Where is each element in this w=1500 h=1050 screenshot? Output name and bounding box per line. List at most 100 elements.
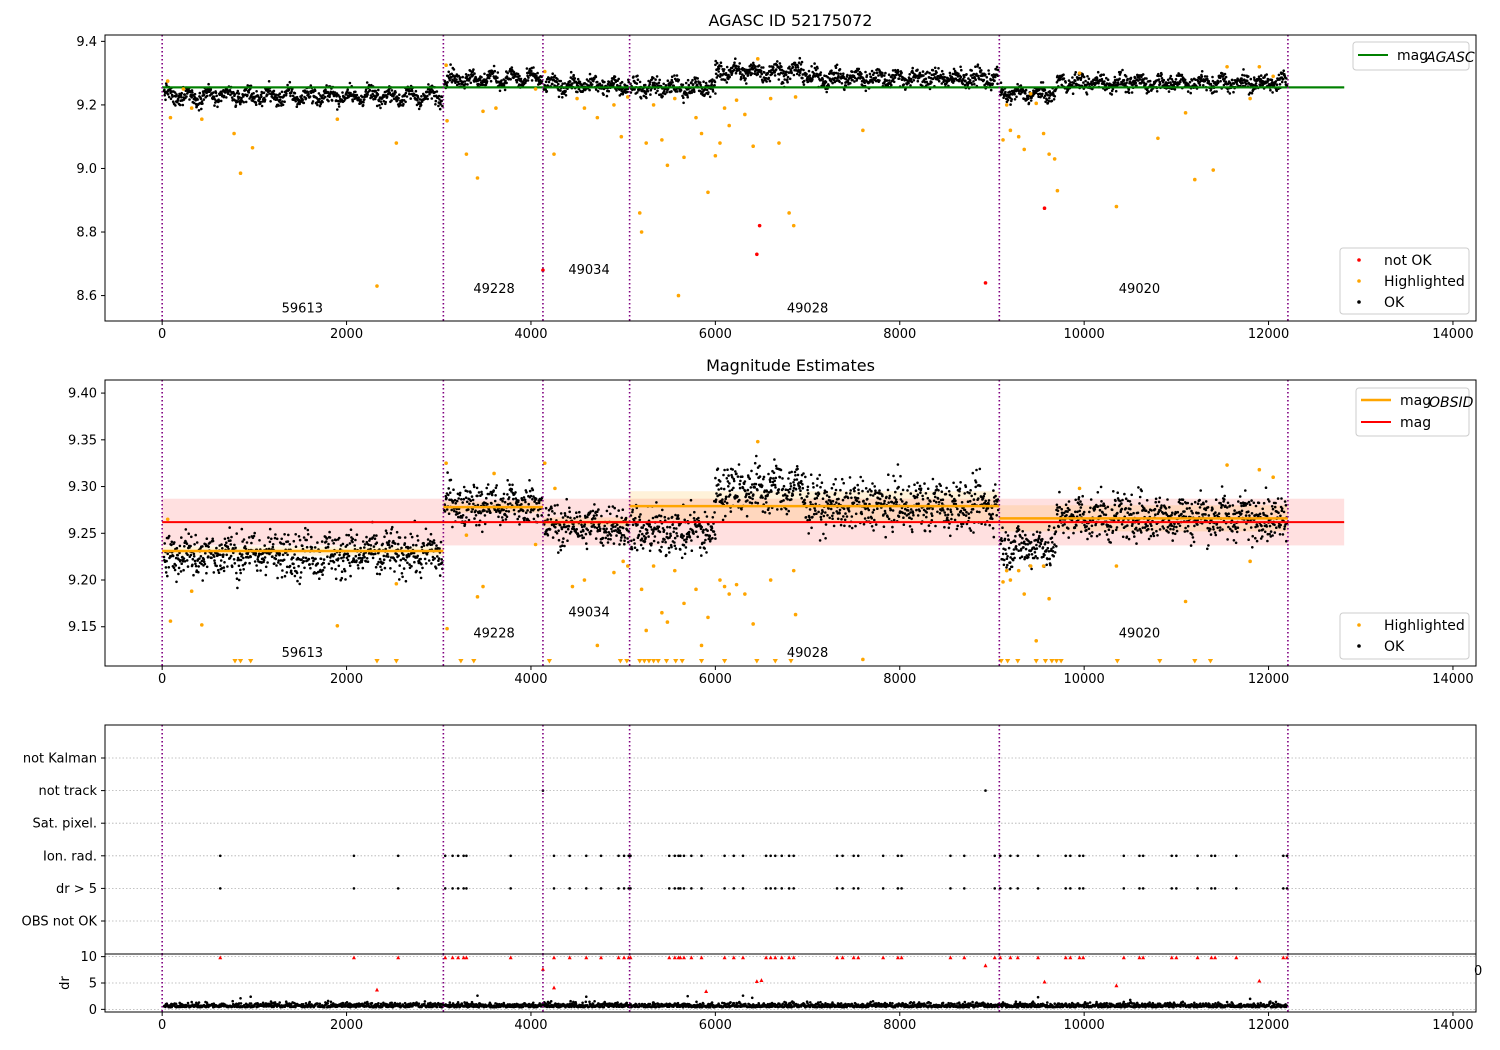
ok-point: [374, 89, 378, 93]
ok-point: [183, 545, 186, 548]
ok-point: [266, 93, 269, 97]
ok-point: [465, 500, 469, 504]
ok-point: [838, 508, 842, 512]
ok-point: [559, 548, 563, 552]
ok-point: [890, 75, 893, 79]
ok-point: [824, 80, 828, 84]
ok-point: [213, 559, 216, 562]
ok-point: [366, 560, 370, 563]
ok-point: [197, 565, 200, 568]
ok-point: [787, 477, 790, 480]
ok-point: [1170, 78, 1174, 81]
ok-point: [685, 537, 688, 541]
ok-point: [416, 539, 420, 542]
ok-point: [785, 70, 788, 74]
ok-point: [415, 543, 418, 547]
ok-point: [679, 548, 682, 551]
ok-point: [190, 535, 193, 539]
highlighted-point: [1248, 96, 1252, 101]
ok-point: [594, 88, 598, 91]
ok-point: [641, 532, 644, 536]
ok-point: [561, 82, 564, 85]
ok-point: [547, 513, 550, 517]
ok-point: [375, 572, 379, 576]
ok-point: [810, 526, 813, 530]
ok-point: [446, 81, 449, 84]
ok-point: [622, 534, 626, 537]
ok-point: [963, 83, 967, 87]
ok-point: [414, 89, 418, 93]
ok-point: [818, 473, 821, 477]
ok-point: [1084, 79, 1087, 83]
highlighted-point: [168, 115, 173, 120]
ok-point: [210, 556, 213, 560]
ok-point: [793, 61, 797, 65]
ok-point: [555, 531, 559, 535]
ok-point: [458, 493, 462, 497]
ok-point: [562, 537, 565, 540]
ok-point: [693, 90, 696, 94]
ok-point: [1144, 82, 1148, 86]
ok-point: [623, 542, 626, 546]
ok-point: [504, 518, 508, 521]
ok-point: [272, 89, 276, 93]
ok-point: [378, 572, 382, 576]
ok-point: [750, 469, 753, 473]
ok-point: [302, 560, 306, 563]
ok-point: [705, 515, 709, 518]
highlighted-point: [682, 155, 686, 160]
ok-point: [505, 81, 508, 85]
ok-point: [311, 100, 315, 103]
ok-point: [1124, 90, 1128, 94]
ok-point: [829, 507, 833, 511]
ok-point: [200, 107, 203, 111]
ok-point: [745, 82, 748, 85]
ok-point: [824, 511, 827, 514]
ok-point: [527, 76, 530, 79]
ok-point: [824, 537, 827, 540]
ok-point: [972, 80, 975, 83]
ok-point: [579, 530, 583, 534]
ok-point: [778, 475, 782, 479]
ok-point: [215, 94, 218, 98]
ok-point: [499, 497, 503, 501]
ok-point: [673, 541, 676, 544]
ok-point: [772, 66, 775, 69]
ok-point: [796, 66, 800, 69]
ok-point: [410, 89, 414, 93]
ok-point: [572, 73, 575, 77]
ok-point: [682, 96, 685, 99]
ok-point: [282, 558, 286, 562]
ok-point: [253, 531, 256, 535]
ok-point: [478, 523, 481, 527]
ok-point: [511, 483, 514, 487]
ok-point: [1082, 81, 1085, 84]
ok-point: [253, 560, 257, 563]
ok-point: [246, 93, 249, 97]
ok-point: [987, 69, 990, 72]
highlighted-point: [1156, 136, 1160, 141]
ok-point: [521, 509, 525, 513]
ok-point: [662, 90, 666, 93]
ok-point: [727, 474, 730, 477]
ok-point: [713, 84, 716, 87]
ok-point: [1209, 82, 1213, 86]
ok-point: [711, 78, 714, 81]
ok-point: [593, 503, 596, 506]
ok-point: [909, 77, 913, 81]
ok-point: [787, 509, 790, 513]
ok-point: [485, 496, 488, 500]
ok-point: [844, 84, 848, 87]
ok-point: [507, 496, 511, 499]
obsid-label: 49034: [568, 263, 609, 278]
ok-point: [749, 486, 753, 489]
ok-point: [723, 468, 726, 472]
ok-point: [271, 555, 274, 558]
highlighted-point: [1225, 64, 1229, 69]
ok-point: [534, 497, 538, 501]
ok-point: [607, 89, 611, 93]
ok-point: [316, 541, 319, 544]
ok-point: [659, 550, 663, 553]
legend-label: Highlighted: [1384, 274, 1465, 290]
ok-point: [557, 95, 561, 99]
